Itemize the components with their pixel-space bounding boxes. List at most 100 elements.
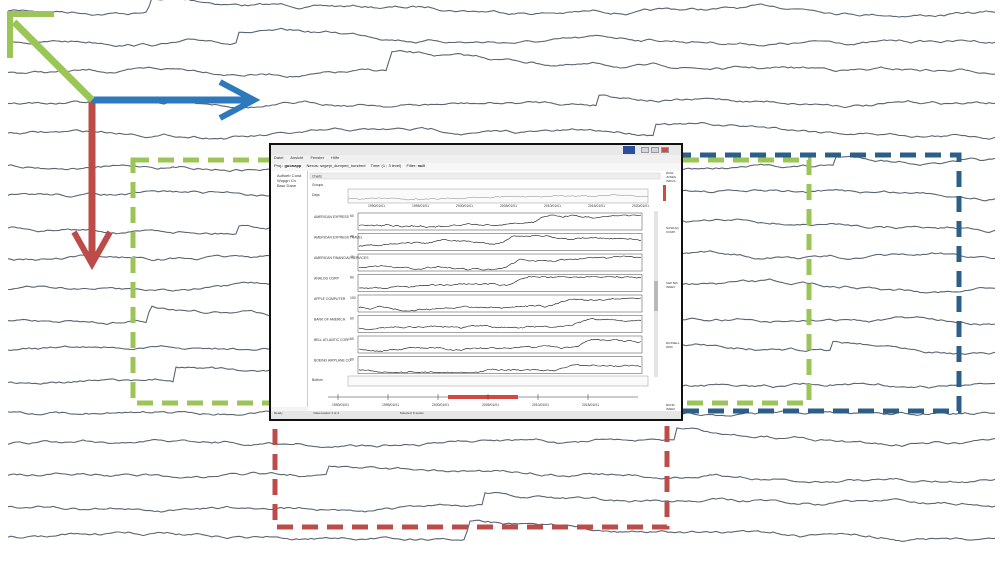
row-series-line <box>358 255 642 271</box>
bottom-strip <box>347 375 649 387</box>
row-series-line <box>358 214 642 228</box>
minimize-button[interactable] <box>641 147 649 153</box>
menu-item-window[interactable]: Fenster <box>310 155 325 160</box>
time-field[interactable]: (1 ; 3 level) <box>381 163 402 168</box>
row-chart-frame <box>357 274 643 292</box>
background-series-line <box>7 465 996 484</box>
overview-date-label: 1990/01/01 <box>368 204 385 208</box>
chart-panel: Charts Groups Days 1990/01/01 1995/01/01 2… <box>308 171 664 415</box>
row-chart-frame <box>357 212 643 231</box>
row-chart-frame <box>357 315 643 333</box>
scrollbar-thumb[interactable] <box>654 281 658 311</box>
maximize-button[interactable] <box>651 147 659 153</box>
red-marker <box>663 185 666 201</box>
row-series-line <box>358 338 642 352</box>
status-text: Data loaded: 3 of 3 <box>313 411 339 415</box>
overview-date-label: 2020/01/01 <box>632 204 649 208</box>
overview-date-label: 2010/01/01 <box>544 204 561 208</box>
bottom-label: Bottom <box>312 378 323 382</box>
row-y-max: 60 <box>350 317 354 321</box>
blue-arrow-head <box>218 79 261 121</box>
background-series-line <box>7 50 995 78</box>
menu-item-help[interactable]: Hilfe <box>331 155 340 160</box>
row-y-max: 40 <box>350 235 354 239</box>
sidebar-item[interactable]: Baur Dane <box>277 183 297 188</box>
row-chart-frame <box>357 233 643 251</box>
overview-date-label: 2000/01/01 <box>456 204 473 208</box>
timeline-date-label: 1995/01/01 <box>382 403 399 407</box>
row-series-line <box>358 297 642 312</box>
row-y-max: 60 <box>350 214 354 218</box>
row-chart-frame <box>357 356 643 374</box>
row-chart-frame <box>357 294 643 313</box>
overview-label: Days <box>312 193 320 197</box>
overview-date-label: 2015/01/01 <box>588 204 605 208</box>
project-field[interactable]: guonapp <box>284 163 302 168</box>
timeline-date-label: 2005/01/01 <box>482 403 499 407</box>
row-label: ANALOG CORP <box>314 277 340 281</box>
row-chart-frame <box>357 253 643 272</box>
sidebar-tree: Aufloeb Cona Wupgn Cn Baur Dane <box>271 171 308 407</box>
window-titlebar <box>271 145 681 155</box>
overview-date-label: 2005/01/01 <box>500 204 517 208</box>
green-diagonal-arrow <box>11 19 95 103</box>
sidebar-item[interactable]: Wupgn Cn <box>277 178 296 183</box>
row-series-line <box>358 364 642 373</box>
overview-series <box>347 194 649 201</box>
panel-header: Charts <box>312 175 322 179</box>
row-label: AMERICAN EXPRESS <box>314 215 350 219</box>
right-label-panel: DOW JONES INDUS. NASDAQ COMP. S&P 500 IN… <box>663 171 681 417</box>
row-y-max: 80 <box>350 276 354 280</box>
background-series-line <box>7 27 996 48</box>
menu-item-file[interactable]: Datei <box>274 155 284 160</box>
right-label: RUSSELL 2000 <box>666 341 680 349</box>
row-label: AMERICAN EXPRESS TRAVEL <box>314 236 363 240</box>
timeline-date-label: 2010/01/01 <box>532 403 549 407</box>
background-series-line <box>7 427 996 449</box>
project-label: Proj.: <box>274 163 284 168</box>
nexus-field[interactable]: segepi_dumped_hundred <box>320 163 366 168</box>
overview-date-label: 1995/01/01 <box>412 204 429 208</box>
red-arrow-head <box>71 230 113 271</box>
filter-label: Filter: <box>406 163 417 168</box>
sidebar-item[interactable]: Aufloeb Cona <box>277 173 302 178</box>
menu-item-view[interactable]: Ansicht <box>290 155 304 160</box>
timeline-date-label: 1990/01/01 <box>332 403 349 407</box>
menu-bar: Datei Ansicht Fenster Hilfe <box>271 155 681 163</box>
right-label: BOND INDEX <box>666 403 676 411</box>
close-button[interactable] <box>661 147 669 153</box>
row-y-max: 100 <box>350 296 356 300</box>
row-label: BELL ATLANTIC CORP <box>314 338 351 342</box>
row-label: BANK OF AMERICA <box>314 318 346 322</box>
background-series-line <box>7 491 996 513</box>
right-label: NASDAQ COMP. <box>666 226 679 234</box>
red-dashed-frame <box>272 415 670 530</box>
row-series-line <box>358 235 641 247</box>
timeline-date-label: 2000/01/01 <box>432 403 449 407</box>
row-label: AMERICAN FINANCIAL SERVICES <box>314 256 369 260</box>
timeline-date-label: 2015/01/01 <box>582 403 599 407</box>
groups-label: Groups <box>312 183 323 187</box>
row-label: APPLE COMPUTER <box>314 297 346 301</box>
app-logo-icon <box>623 146 635 154</box>
row-y-max: 40 <box>350 255 354 259</box>
time-label: Time: <box>370 163 381 168</box>
background-series-line <box>7 122 996 140</box>
overview-strip: 1990/01/01 1995/01/01 2000/01/01 2005/01/01… <box>347 188 649 208</box>
right-label: S&P 500 INDEX <box>666 281 678 289</box>
green-arrow-head <box>7 11 54 58</box>
application-window: Datei Ansicht Fenster Hilfe Proj.: guona… <box>269 143 683 421</box>
filter-field[interactable]: null <box>417 163 425 168</box>
timeline-slider[interactable]: 1990/01/01 1995/01/01 2000/01/01 2005/01/01… <box>328 394 638 407</box>
overview-frame <box>347 188 649 204</box>
row-label: BOEING AIRPLANE CO <box>314 359 351 363</box>
row-series-line <box>358 276 642 290</box>
background-series-line <box>7 519 996 542</box>
status-text: Ready <box>274 411 283 415</box>
nexus-label: Nexus: <box>306 163 319 168</box>
row-y-max: 60 <box>350 337 354 341</box>
row-y-max: 60 <box>350 358 354 362</box>
timeline-range-handle[interactable] <box>448 395 518 399</box>
status-text: Selected: 8 series <box>399 411 424 415</box>
